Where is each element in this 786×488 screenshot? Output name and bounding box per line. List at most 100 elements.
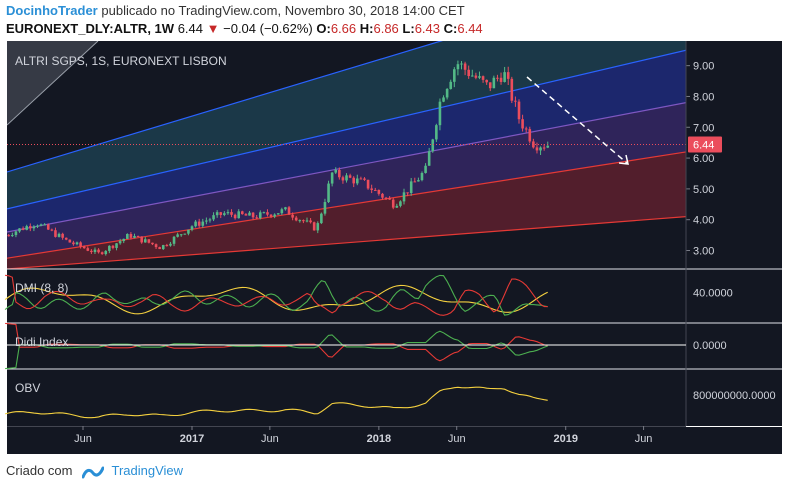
candle-body bbox=[72, 242, 75, 245]
candle-body bbox=[280, 209, 284, 214]
projection-arrow-line bbox=[526, 76, 629, 165]
candle-body bbox=[467, 69, 470, 77]
candle-body bbox=[237, 211, 241, 219]
candle-body bbox=[521, 119, 524, 129]
candle-body bbox=[21, 228, 25, 230]
price-pane bbox=[7, 41, 686, 269]
candle-body bbox=[215, 212, 219, 216]
candle-body bbox=[190, 226, 194, 230]
time-axis-bg bbox=[7, 427, 782, 454]
published-text: publicado no TradingView.com, Novembro 3… bbox=[101, 3, 465, 18]
candle-body bbox=[82, 246, 86, 249]
obv-line bbox=[4, 386, 548, 419]
candle-body bbox=[212, 215, 215, 220]
candle-body bbox=[226, 212, 230, 214]
candle-body bbox=[352, 177, 356, 184]
candle-body bbox=[420, 172, 424, 181]
candle-body bbox=[50, 229, 54, 231]
dmi-minus-line bbox=[5, 274, 548, 316]
channel-line-4 bbox=[7, 216, 686, 269]
candle-body bbox=[255, 217, 258, 219]
candle-body bbox=[100, 252, 104, 255]
candle-body bbox=[499, 77, 503, 82]
candle-body bbox=[208, 219, 212, 221]
candle-body bbox=[316, 223, 320, 231]
candle-body bbox=[248, 212, 251, 216]
obv-pane bbox=[4, 386, 548, 419]
candle-body bbox=[136, 235, 140, 237]
candle-body bbox=[442, 97, 445, 102]
candle-body bbox=[348, 175, 352, 178]
symbol-line: EURONEXT_DLY:ALTR, 1W 6.44 ▼ −0.04 (−0.6… bbox=[6, 21, 483, 36]
candle-body bbox=[323, 202, 327, 214]
candle-body bbox=[485, 79, 488, 83]
x-tick-label: Jun bbox=[635, 433, 653, 445]
candle-body bbox=[68, 239, 72, 243]
candle-body bbox=[417, 180, 420, 182]
candle-body bbox=[470, 75, 474, 77]
candle-body bbox=[233, 214, 237, 219]
candle-body bbox=[542, 147, 546, 149]
x-tick-label: Jun bbox=[448, 433, 466, 445]
last-price-badge bbox=[688, 136, 722, 153]
candle-body bbox=[391, 199, 395, 208]
candle-body bbox=[409, 181, 413, 194]
y-tick-label: 6.00 bbox=[693, 153, 714, 165]
candle-body bbox=[514, 100, 517, 102]
candle-body bbox=[320, 213, 323, 224]
candle-body bbox=[169, 243, 172, 246]
candle-body bbox=[399, 201, 402, 206]
x-tick-label: 2017 bbox=[180, 433, 204, 445]
candle-body bbox=[309, 220, 312, 223]
candle-body bbox=[115, 243, 118, 248]
price-pane-title: ALTRI SGPS, 1S, EURONEXT LISBON bbox=[15, 54, 227, 68]
candle-body bbox=[266, 212, 269, 215]
candle-body bbox=[377, 189, 381, 194]
candle-body bbox=[449, 81, 453, 89]
candle-body bbox=[75, 242, 79, 245]
candle-body bbox=[291, 214, 294, 218]
candle-body bbox=[427, 151, 431, 166]
candle-body bbox=[273, 214, 276, 217]
candle-body bbox=[524, 128, 528, 130]
author-link[interactable]: DocinhoTrader bbox=[6, 3, 98, 18]
candle-body bbox=[341, 177, 345, 181]
candle-body bbox=[241, 211, 244, 215]
candle-body bbox=[61, 233, 64, 238]
chart-area[interactable]: ALTRI SGPS, 1S, EURONEXT LISBON 3.00 4.00 5… bbox=[0, 0, 786, 460]
close-label: C: bbox=[443, 21, 458, 36]
candle-body bbox=[312, 222, 316, 231]
candle-body bbox=[456, 64, 460, 70]
candle-body bbox=[546, 145, 550, 148]
candle-body bbox=[338, 169, 341, 178]
candle-body bbox=[373, 189, 377, 191]
candle-body bbox=[424, 165, 427, 173]
candle-body bbox=[197, 221, 201, 226]
candle-body bbox=[298, 220, 302, 222]
candle-body bbox=[154, 244, 158, 248]
candle-body bbox=[187, 229, 190, 234]
candle-body bbox=[7, 235, 11, 237]
candle-body bbox=[496, 77, 499, 79]
candle-body bbox=[25, 226, 29, 230]
candle-body bbox=[54, 230, 57, 237]
candle-body bbox=[86, 248, 90, 251]
obv-y-tick: 800000000.0000 bbox=[693, 390, 776, 402]
didi-pane bbox=[5, 322, 686, 370]
candle-body bbox=[172, 236, 176, 244]
x-tick-label: 2018 bbox=[367, 433, 391, 445]
candle-body bbox=[79, 242, 82, 247]
high-label: H: bbox=[359, 21, 374, 36]
candle-body bbox=[143, 239, 147, 243]
tradingview-link[interactable]: TradingView bbox=[111, 463, 184, 478]
down-arrow-icon: ▼ bbox=[206, 21, 220, 36]
symbol-label: EURONEXT_DLY:ALTR, 1W bbox=[6, 21, 175, 36]
candle-body bbox=[363, 178, 366, 180]
candle-body bbox=[445, 88, 449, 98]
candle-body bbox=[108, 245, 111, 251]
candle-body bbox=[158, 247, 161, 250]
candle-body bbox=[205, 220, 208, 222]
candle-body bbox=[384, 197, 388, 199]
candle-body bbox=[39, 224, 43, 226]
candle-body bbox=[395, 205, 399, 208]
